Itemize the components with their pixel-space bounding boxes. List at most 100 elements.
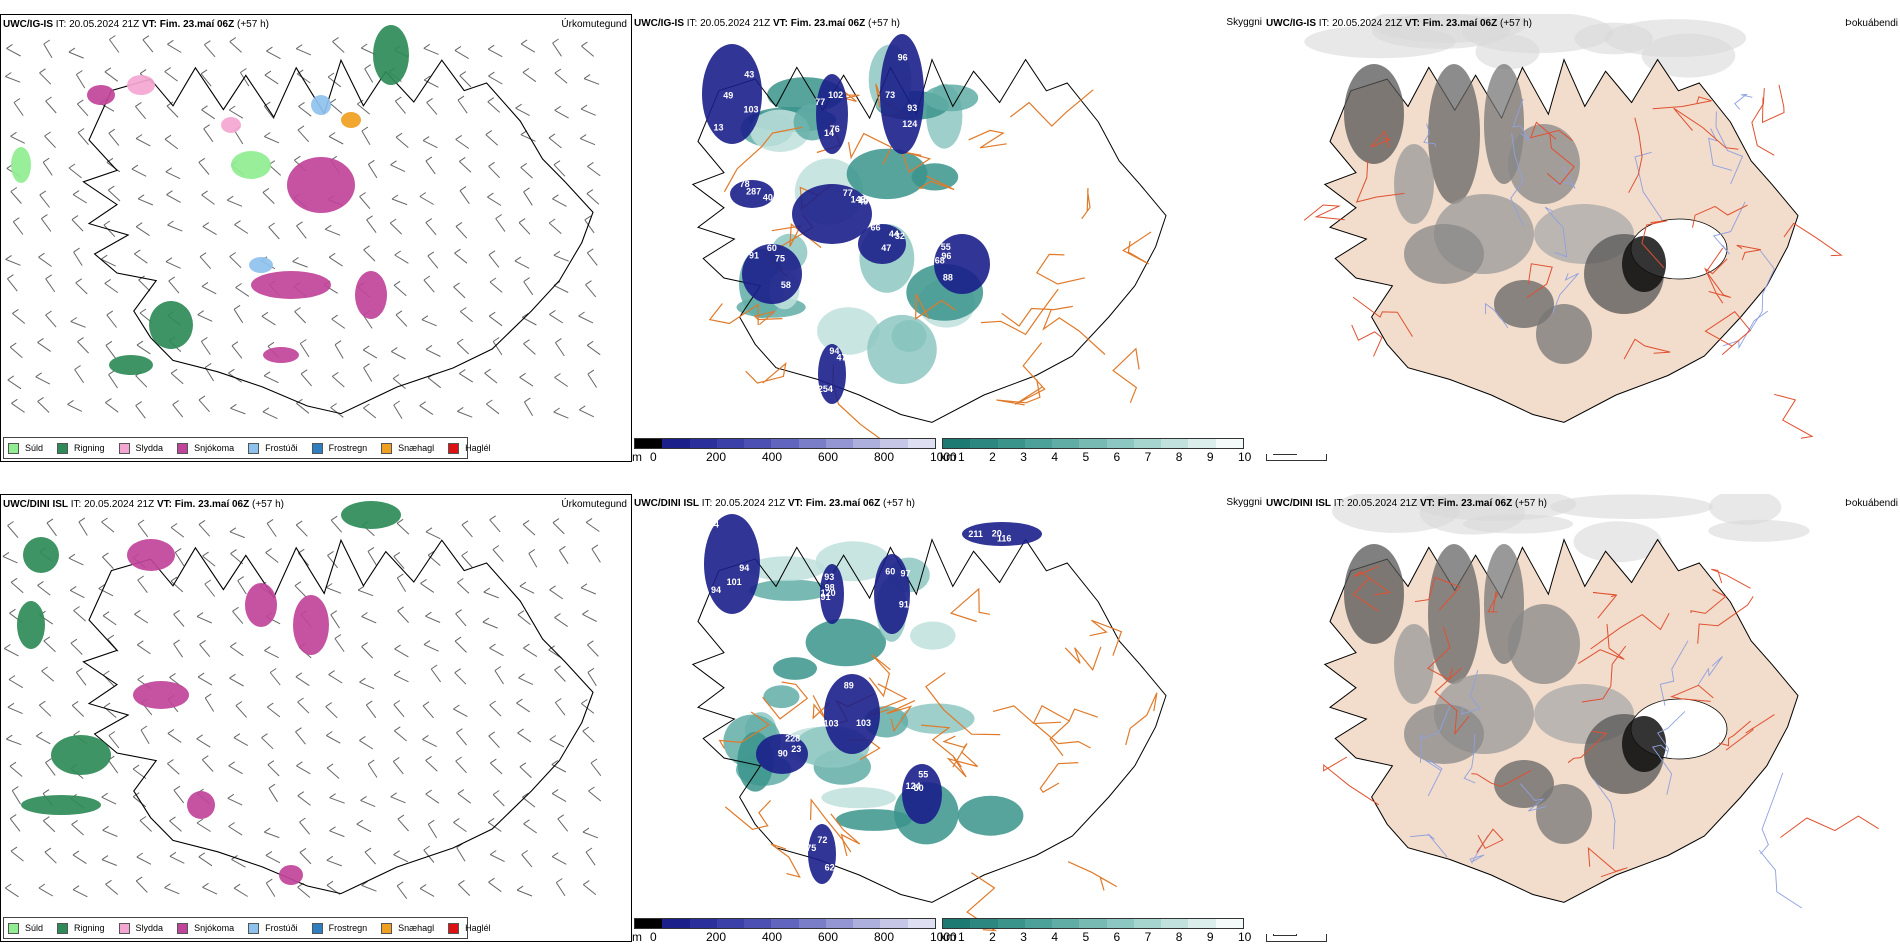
wind-barb — [419, 405, 434, 416]
vt-value: Fim. 23.maí 06Z — [805, 498, 881, 509]
colorbar-tick-label: 10 — [1238, 930, 1252, 942]
ceiling-value-label: 102 — [828, 90, 843, 100]
road — [753, 310, 783, 326]
legend-swatch — [57, 442, 69, 454]
wind-barb-flag — [77, 337, 84, 343]
dewpoint-map-bottom — [1323, 494, 1879, 909]
colorbar-tick-label: 2 — [989, 450, 996, 462]
wind-barb-flag — [36, 731, 43, 737]
wind-barb — [296, 73, 311, 84]
wind-barb — [8, 679, 24, 689]
wind-barb-flag — [359, 735, 366, 741]
wind-barb — [580, 108, 596, 116]
wind-barb-flag — [135, 401, 142, 407]
colorbar-cell — [716, 439, 745, 448]
wind-barb-flag — [394, 250, 401, 256]
wind-barb-flag — [516, 698, 523, 704]
road — [1039, 762, 1079, 793]
river — [1512, 98, 1530, 142]
sea-shade — [1475, 34, 1540, 70]
wind-barb-flag — [268, 783, 276, 789]
wind-barb-flag — [427, 251, 435, 257]
it-value: 20.05.2024 21Z — [715, 498, 786, 509]
colorbar-cell — [635, 919, 663, 928]
wind-barb — [45, 762, 56, 776]
wind-barb-flag — [487, 97, 495, 103]
wind-barb — [298, 106, 312, 117]
wind-barb — [395, 314, 408, 327]
wind-barb — [419, 196, 434, 205]
ceiling-value-label: 94 — [829, 346, 839, 356]
wind-barb — [107, 759, 119, 774]
colorbar-tick-label: 1000 — [930, 450, 957, 462]
wind-barb — [522, 71, 537, 83]
wind-barb-flag — [203, 124, 210, 130]
legend-label: Haglél — [465, 443, 491, 453]
road — [718, 711, 770, 749]
wind-barb — [551, 764, 567, 773]
wind-barb-flag — [428, 819, 435, 825]
wind-barb-flag — [519, 372, 526, 378]
wind-barb — [361, 884, 377, 892]
road — [745, 361, 787, 384]
colorbar-tick-label: 5 — [1082, 930, 1090, 942]
colorbar-tick-label: 200 — [706, 450, 727, 462]
wind-barb-flag — [453, 704, 460, 710]
wind-barb — [68, 51, 84, 59]
ceiling-value-labels: 101 93 91 103 23 55 62 211 184 120 60 103 228 124 75 11… — [704, 519, 1011, 872]
wind-barb — [139, 820, 152, 832]
wind-barb — [265, 552, 279, 563]
road — [900, 148, 932, 174]
legend-swatch — [177, 442, 189, 454]
wind-barb-flag — [294, 581, 302, 587]
wind-barb — [44, 851, 57, 864]
wind-barb-flag — [425, 156, 433, 162]
wind-barb — [268, 226, 280, 240]
ceiling-value-label: 184 — [704, 519, 719, 529]
wind-barb — [173, 789, 185, 804]
wind-barb — [98, 588, 114, 597]
panel-header: UWC/DINI ISL IT: 20.05.2024 21Z VT: Fim.… — [1266, 498, 1547, 509]
wind-barb-flag — [330, 403, 337, 408]
wind-barb — [101, 796, 117, 805]
legend-label: Súld — [25, 443, 44, 453]
wind-barb — [361, 616, 377, 624]
ceiling-value-label: 90 — [778, 749, 788, 759]
wind-barb-flag — [173, 609, 180, 615]
road — [1352, 296, 1413, 337]
wind-barb — [329, 102, 343, 114]
wind-barb — [142, 39, 154, 53]
colorbar-cell — [744, 919, 772, 928]
wind-barb-flag — [393, 670, 401, 676]
wind-barb — [103, 224, 116, 238]
cloud-ceiling-areas — [704, 514, 1042, 884]
visibility-area — [817, 307, 880, 355]
wind-barb-flag — [367, 546, 375, 552]
road — [1692, 204, 1748, 228]
colorbar-cell — [1052, 439, 1080, 448]
wind-barb — [266, 50, 281, 60]
wind-barb-flag — [292, 257, 299, 262]
wind-barbs — [2, 515, 602, 899]
wind-barb-flag — [426, 97, 433, 103]
wind-barb-flag — [134, 609, 141, 615]
wind-barb — [579, 409, 595, 418]
ceiling-value-label: 211 — [968, 529, 983, 539]
ceiling-value-label: 116 — [997, 534, 1012, 544]
ceiling-value-label: 55 — [941, 242, 951, 252]
wind-barb — [549, 739, 565, 748]
wind-barb — [425, 160, 436, 175]
road — [1081, 188, 1091, 220]
wind-barb — [73, 610, 86, 622]
wind-barb — [391, 351, 406, 360]
wind-barb — [164, 138, 179, 150]
wind-barb-flag — [262, 407, 270, 413]
river — [1463, 733, 1476, 784]
wind-barb — [165, 171, 181, 180]
ceiling-value-label: 60 — [767, 243, 777, 253]
wind-barb — [329, 797, 345, 804]
road — [1725, 714, 1775, 751]
wind-barb-flag — [299, 847, 307, 853]
wind-barb — [198, 856, 213, 867]
colorbar-tick-label: 2 — [989, 930, 996, 942]
